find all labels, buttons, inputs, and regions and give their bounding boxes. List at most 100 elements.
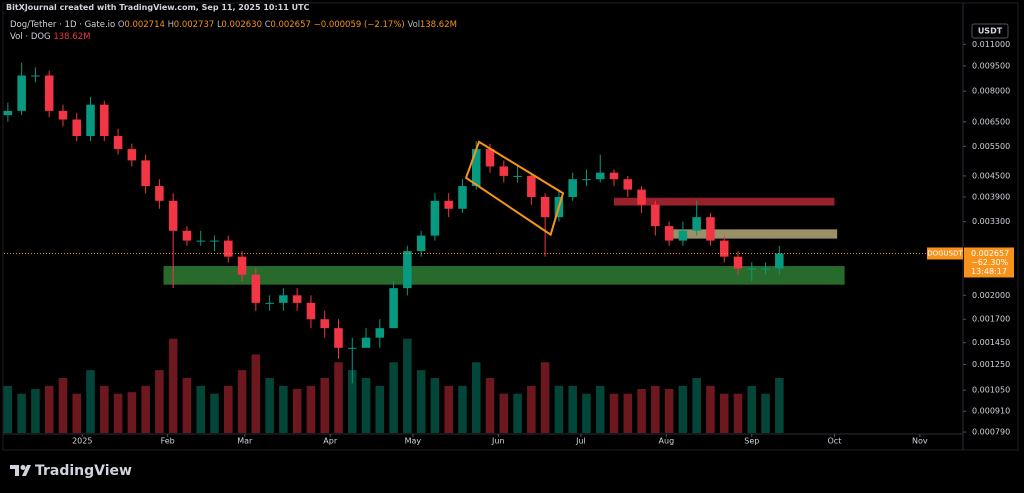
candle-body	[582, 179, 591, 181]
volume-bar	[306, 385, 316, 433]
volume-bar	[320, 378, 329, 433]
y-tick-label: 0.008000	[972, 87, 1010, 96]
candle-body	[719, 240, 729, 257]
volume-bar	[554, 385, 564, 433]
ohlc-value: 0.002657	[270, 20, 311, 30]
candle-body	[224, 240, 233, 257]
candle-body	[733, 256, 743, 269]
candle-body	[17, 75, 26, 111]
x-tick-label: Jun	[491, 437, 505, 446]
candle-body	[623, 179, 633, 190]
y-tick-label: 0.004500	[972, 171, 1010, 180]
candle-body	[320, 319, 329, 329]
x-tick-label: Oct	[828, 437, 842, 446]
candle-body	[86, 104, 95, 137]
candle-body	[182, 230, 192, 241]
volume-bar	[127, 392, 137, 433]
candle-body	[568, 179, 577, 197]
volume-bar	[17, 393, 26, 433]
volume-bar	[196, 385, 205, 433]
volume-bar	[72, 393, 82, 433]
chart-frame	[2, 2, 1019, 451]
volume-bar	[582, 393, 591, 433]
candle-body	[100, 104, 109, 137]
candle-body	[292, 295, 302, 303]
volume-bar	[361, 378, 371, 433]
candle-body	[58, 110, 68, 120]
volume-bar	[458, 385, 467, 433]
volume-bar	[678, 385, 688, 433]
ohlc-value: 0.002630	[221, 20, 262, 30]
volume-bar	[540, 362, 550, 433]
volume-bar	[347, 370, 357, 433]
volume-bar	[664, 389, 674, 433]
volume-bar	[224, 385, 233, 433]
candle-body	[747, 268, 757, 270]
volume-value: 138.62M	[419, 20, 457, 30]
currency-box	[971, 23, 1009, 39]
x-tick-label: Sep	[744, 437, 759, 446]
candle-body	[458, 186, 467, 209]
x-tick-label: Nov	[912, 437, 928, 446]
volume-bar	[775, 378, 784, 433]
volume-bar	[251, 354, 261, 433]
y-tick-label: 0.001050	[972, 386, 1010, 395]
volume-bar	[292, 389, 302, 433]
y-tick-label: 0.009500	[972, 61, 1010, 70]
volume-bar	[182, 378, 192, 433]
candle-body	[361, 337, 371, 348]
y-tick-label: 0.003300	[972, 217, 1010, 226]
channel	[464, 140, 565, 237]
candle-body	[113, 136, 123, 150]
x-tick-label: Feb	[161, 437, 175, 446]
volume-bar	[168, 338, 178, 433]
volume-bar	[403, 338, 412, 433]
currency: USDT	[978, 27, 1003, 36]
volume-bar	[141, 385, 150, 433]
brand-name: TradingView	[35, 463, 132, 479]
volume-bar	[747, 385, 757, 433]
x-tick-label: Apr	[323, 437, 338, 446]
symbol-tag-label: DOGUSDT	[927, 249, 963, 257]
volume-bar	[430, 378, 440, 433]
volume-bar	[568, 385, 577, 433]
volume-bar	[692, 378, 701, 433]
volume-bar	[513, 393, 522, 433]
candle-body	[416, 235, 426, 252]
volume-bar	[623, 393, 633, 433]
candle-body	[127, 149, 137, 161]
volume-bar	[3, 385, 13, 433]
x-tick-label: Jul	[575, 437, 586, 446]
volume-bar	[44, 385, 54, 433]
candle-body	[637, 189, 646, 205]
y-tick-label: 0.011000	[972, 40, 1010, 49]
candle-body	[706, 217, 715, 241]
candle-body	[265, 302, 274, 304]
x-tick-label: May	[405, 437, 422, 446]
volume-bar	[237, 370, 247, 433]
candle-body	[72, 119, 82, 137]
candle-body	[237, 256, 247, 275]
price-tag	[964, 247, 1014, 278]
candle-body	[403, 251, 412, 289]
volume-bar	[595, 385, 605, 433]
candle-body	[775, 253, 784, 269]
y-tick-label: 0.003900	[972, 192, 1010, 201]
y-tick-label: 0.002000	[972, 291, 1010, 300]
volume-bar	[761, 393, 770, 433]
candle-body	[210, 240, 219, 242]
y-tick-label: 0.000910	[972, 407, 1010, 416]
candle-body	[430, 200, 440, 236]
y-tick-label: 0.001450	[972, 338, 1010, 347]
zone	[673, 229, 838, 239]
y-tick-label: 0.001250	[972, 360, 1010, 369]
volume-bar	[609, 393, 619, 433]
volume-label: Vol	[407, 20, 421, 30]
candle-body	[306, 302, 316, 320]
price-tag-value: 0.002657	[971, 249, 1009, 258]
candle-body	[471, 149, 481, 187]
volume-bar	[86, 370, 95, 433]
